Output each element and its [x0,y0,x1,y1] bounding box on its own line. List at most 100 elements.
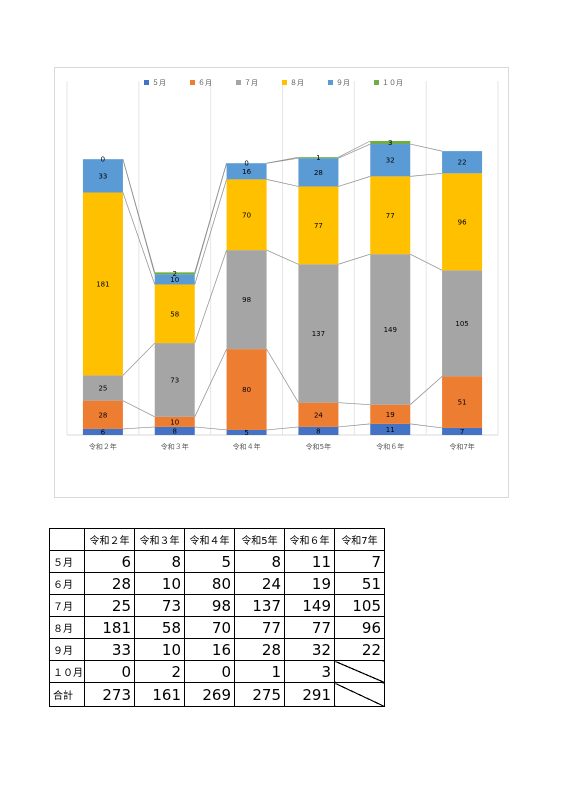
data-label: 28 [314,169,323,177]
table-cell: 8 [234,550,285,573]
table-cell: 149 [284,594,335,617]
bar-segment [298,426,339,435]
series-line [338,423,371,428]
bar-segment [370,423,411,435]
table-cell: 105 [334,594,385,617]
data-label: 5 [244,429,248,437]
table-cell: 181 [84,616,135,639]
table-cell: 73 [134,594,185,617]
x-tick-label: 令和7年 [449,442,474,451]
bar-segment [154,272,195,275]
data-label: 0 [101,156,105,164]
table-cell: 22 [334,638,385,661]
series-line [194,179,227,285]
bar-segment [298,186,339,265]
series-line [410,143,443,152]
bar-segment [298,158,339,187]
table-cell: 10 [134,572,185,595]
table-cell: 98 [184,594,235,617]
data-label: 8 [316,427,320,435]
table-cell: 8 [134,550,185,573]
table-cell: 275 [234,682,285,707]
table-cell: 51 [334,572,385,595]
table-row-label: ７月 [49,594,85,617]
series-line [338,140,371,158]
stacked-bar-chart: 62825181330令和２年8107358102令和３年5809870160令… [66,79,499,451]
table-header-cell: 令和7年 [334,528,385,551]
bar-segment [370,141,411,145]
series-line [266,348,299,403]
data-label: 11 [386,426,395,434]
table-row-label: ８月 [49,616,85,639]
data-label: 6 [101,428,106,436]
data-label: 10 [170,276,179,284]
bar-segment [442,151,483,174]
table-row-label: ９月 [49,638,85,661]
data-label: 77 [386,212,395,220]
data-label: 58 [170,310,179,318]
x-tick-label: 令和5年 [306,442,331,451]
data-label: 0 [244,160,248,168]
series-line [122,400,155,418]
table-cell: 7 [334,550,385,573]
series-line [410,172,443,177]
table-header-cell: 令和２年 [84,528,135,551]
data-label: 2 [173,270,177,278]
legend-label: ６月 [198,79,212,87]
data-label: 70 [242,211,251,219]
table-cell: 70 [184,616,235,639]
table-header-cell: 令和６年 [284,528,335,551]
table-header-cell: 令和３年 [134,528,185,551]
data-label: 105 [455,320,468,328]
table-row: ９月 33 10 16 28 32 22 [49,638,385,661]
legend-label: ９月 [336,79,350,87]
data-label: 7 [460,428,464,436]
x-tick-label: 令和４年 [233,442,261,451]
data-label: 77 [314,222,323,230]
data-label: 16 [242,168,251,176]
bar-segment [226,163,267,180]
bar-segment [226,349,267,430]
table-total-row: 合計 273 161 269 275 291 [49,682,385,707]
series-line [266,179,299,187]
data-label: 22 [458,159,467,167]
data-label: 32 [386,157,395,165]
table-cell: 0 [84,660,135,683]
bar-segment [154,284,195,344]
table-cell: 137 [234,594,285,617]
table-cell: 3 [284,660,335,683]
data-label: 1 [316,154,320,162]
legend-swatch [236,80,241,85]
series-lines [122,140,443,431]
data-label: 10 [170,418,179,426]
series-line [410,253,443,271]
series-line [338,143,371,159]
table-row: ５月 6 8 5 8 11 7 [49,550,385,573]
data-label: 33 [98,172,107,180]
x-tick-label: 令和６年 [376,442,404,451]
table-row-label: １０月 [49,660,85,683]
table-header-cell: 令和5年 [234,528,285,551]
table-cell: 6 [84,550,135,573]
table-cell: 16 [184,638,235,661]
bar-segment [370,144,411,177]
data-table: 令和２年 令和３年 令和４年 令和5年 令和６年 令和7年 ５月 6 8 5 8 11 7 ６… [49,528,385,707]
series-line [122,342,155,376]
bar-segment [298,157,339,159]
bar-segment [82,192,123,376]
series-line [338,402,371,406]
chart-area: 6 28 25 181 33 0 令和２年 8 10 73 58 10 2 令和３年 5 80 98 70 16 0 令… [54,67,509,498]
data-label: 25 [98,385,107,393]
legend-label: ８月 [290,79,304,87]
table-cell: 32 [284,638,335,661]
table-cell: 2 [134,660,185,683]
bar-segment [154,416,195,427]
bar-segment [370,404,411,424]
table-cell: 24 [234,572,285,595]
series-line [338,253,371,265]
bar-segment [82,400,123,429]
bar-segment [370,254,411,405]
table-empty-cell [334,660,385,683]
series-line [194,250,227,344]
table-cell: 28 [234,638,285,661]
